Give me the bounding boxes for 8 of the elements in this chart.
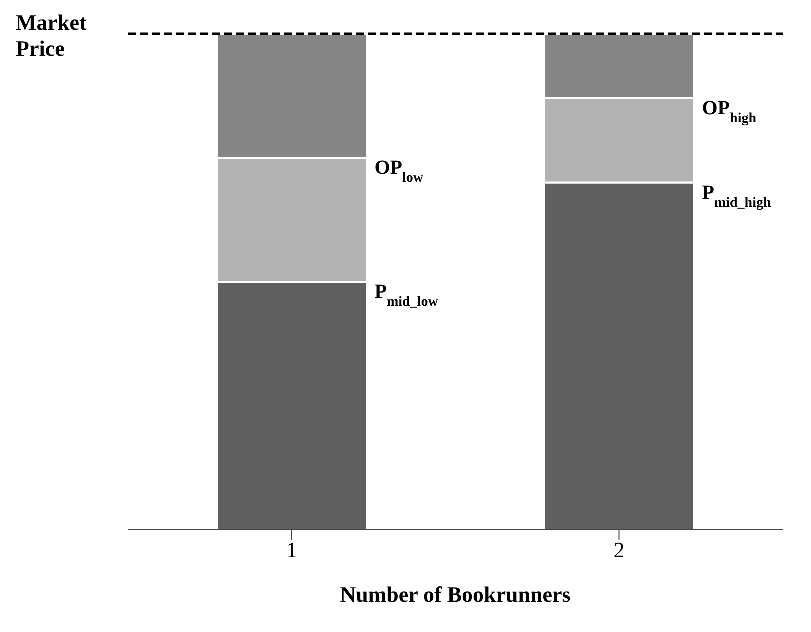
- x-axis-title: Number of Bookrunners: [340, 582, 572, 607]
- annotation: P$_{mid_low}$: [374, 281, 440, 310]
- annotation: P$_{mid_high}$: [702, 182, 772, 210]
- x-tick-label: 1: [286, 538, 298, 563]
- ref-line-label: Market Price: [16, 10, 88, 61]
- annotation: OP$_{low}$: [374, 157, 424, 186]
- annotation: OP$_{high}$: [702, 97, 757, 126]
- x-tick-label: 2: [614, 538, 625, 563]
